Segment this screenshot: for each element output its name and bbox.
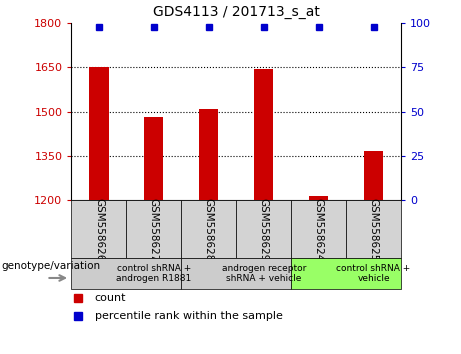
Text: GSM558625: GSM558625 xyxy=(369,198,378,261)
Bar xyxy=(89,67,108,200)
Text: GSM558627: GSM558627 xyxy=(149,198,159,261)
Text: GSM558629: GSM558629 xyxy=(259,198,269,261)
Bar xyxy=(254,69,273,200)
Bar xyxy=(291,258,401,289)
Text: count: count xyxy=(95,293,126,303)
Bar xyxy=(199,109,219,200)
Bar xyxy=(144,118,164,200)
Text: percentile rank within the sample: percentile rank within the sample xyxy=(95,311,283,321)
Bar xyxy=(181,200,236,258)
Text: androgen receptor
shRNA + vehicle: androgen receptor shRNA + vehicle xyxy=(222,264,306,283)
Bar xyxy=(291,200,346,258)
Bar xyxy=(346,200,401,258)
Bar xyxy=(71,200,126,258)
Text: GSM558628: GSM558628 xyxy=(204,198,214,261)
Bar xyxy=(126,200,181,258)
Text: genotype/variation: genotype/variation xyxy=(1,261,100,271)
Bar xyxy=(71,258,181,289)
Title: GDS4113 / 201713_s_at: GDS4113 / 201713_s_at xyxy=(153,5,319,19)
Text: control shRNA +
androgen R1881: control shRNA + androgen R1881 xyxy=(116,264,191,283)
Text: GSM558626: GSM558626 xyxy=(94,198,104,261)
Text: GSM558624: GSM558624 xyxy=(313,198,324,261)
Bar xyxy=(181,258,291,289)
Bar xyxy=(236,200,291,258)
Text: control shRNA +
vehicle: control shRNA + vehicle xyxy=(337,264,411,283)
Bar xyxy=(364,151,383,200)
Bar xyxy=(309,195,328,200)
